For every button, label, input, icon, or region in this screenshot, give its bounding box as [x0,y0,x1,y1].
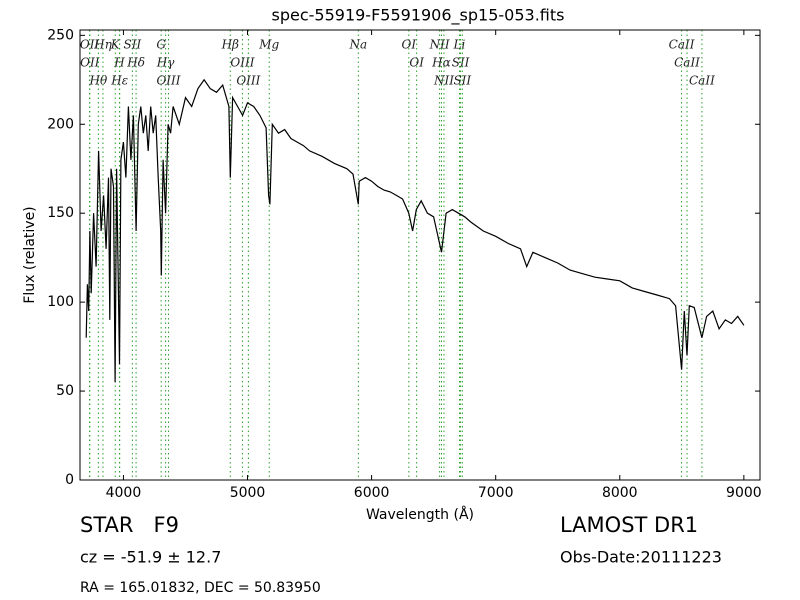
spectral-line-label: Li [453,38,466,52]
plot-frame [79,29,761,481]
spectral-line-label: NII [429,38,450,52]
survey: LAMOST DR1 [560,513,698,537]
spectral-line-label: OIII [236,74,260,88]
spectral-line-label: Mg [258,38,279,52]
spectral-line-label: K [110,38,121,52]
y-tick-label: 200 [47,116,74,132]
x-tick-label: 5000 [230,485,266,501]
chart-title: spec-55919-F5591906_sp15-053.fits [272,6,565,26]
spectral-line-label: SII [452,56,470,70]
spectral-line-label: Hε [110,74,128,88]
y-tick-label: 250 [47,27,74,43]
obs-date: Obs-Date:20111223 [560,548,722,567]
spectral-line-label: Hα [431,56,451,70]
spectral-line-label: CaII [689,74,715,88]
spectral-line-label: Hβ [221,38,239,52]
spectral-line-label: Hδ [126,56,145,70]
x-tick-label: 8000 [602,485,638,501]
y-tick-label: 150 [47,205,74,221]
spectral-line-label: Hγ [156,56,175,70]
y-tick-label: 100 [47,294,74,310]
spectral-line-label: SII [453,74,471,88]
coordinates: RA = 165.01832, DEC = 50.83950 [80,580,321,596]
y-axis-label: Flux (relative) [22,206,38,303]
spectral-line-label: NII [433,74,454,88]
y-tick-label: 50 [56,383,74,399]
redshift: cz = -51.9 ± 12.7 [80,548,221,567]
x-tick-label: 6000 [354,485,390,501]
spectral-line-label: G [156,38,166,52]
spectral-line-label: OIII [156,74,180,88]
spectral-line-label: CaII [674,56,700,70]
y-tick-label: 0 [65,472,74,488]
spectral-line-label: Na [349,38,368,52]
object-type: STAR F9 [80,513,179,537]
spectral-line-label: SII [124,38,142,52]
spectral-line-label: CaII [669,38,695,52]
x-tick-label: 7000 [478,485,514,501]
spectral-line-label: OII [80,56,100,70]
spectral-line-label: OI [402,38,417,52]
x-tick-label: 4000 [106,485,142,501]
spectrum [85,78,745,383]
x-tick-label: 9000 [726,485,762,501]
spectral-line-label: Hη [93,38,112,52]
x-axis-label: Wavelength (Å) [366,506,474,523]
spectral-line-label: Hθ [89,74,108,88]
spectral-line-label: OI [409,56,424,70]
spectral-line-label: OIII [230,56,254,70]
